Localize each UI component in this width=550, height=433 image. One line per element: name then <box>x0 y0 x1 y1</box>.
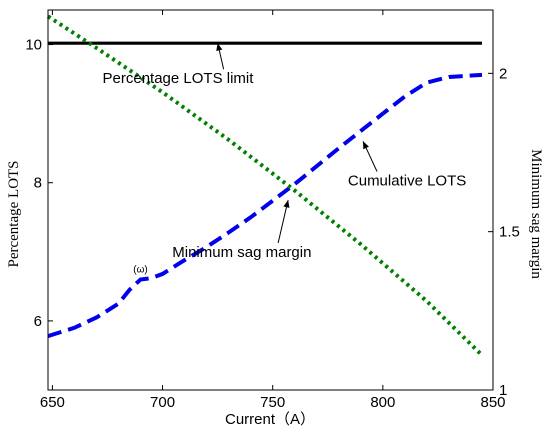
x-axis-label: Current（A） <box>225 411 315 428</box>
x-tick-label: 700 <box>150 394 175 411</box>
x-tick-label: 650 <box>40 394 65 411</box>
y-right-tick-label: 1 <box>499 382 507 399</box>
y-axis-right-label: Minimum sag margin <box>528 149 544 279</box>
series-1-line <box>47 72 483 339</box>
small-annotation: (ω) <box>133 265 147 276</box>
plot-area <box>46 14 484 357</box>
y-axis-left-label: Percentage LOTS <box>6 160 22 267</box>
y-left-tick-label: 6 <box>34 313 42 330</box>
annotation-arrowhead <box>216 43 223 52</box>
y-right-tick-label: 2 <box>499 65 507 82</box>
x-tick-label: 800 <box>370 394 395 411</box>
annotation-arrowhead <box>283 200 290 208</box>
annotation-arrowhead <box>363 141 369 150</box>
annotation-label: Minimum sag margin <box>172 244 311 261</box>
x-tick-label: 850 <box>480 394 505 411</box>
y-left-tick-label: 8 <box>34 175 42 192</box>
y-left-tick-label: 10 <box>25 37 42 54</box>
axes: 650 700 750 800 850 6 8 10 1 1.5 2 Percentage LOTS … <box>25 9 520 411</box>
y-right-tick-label: 1.5 <box>499 224 520 241</box>
annotation-label: Cumulative LOTS <box>348 172 466 189</box>
x-tick-label: 750 <box>260 394 285 411</box>
annotation-label: Percentage LOTS limit <box>103 70 255 87</box>
axes-frame <box>47 9 494 391</box>
series-2-line <box>46 14 484 357</box>
